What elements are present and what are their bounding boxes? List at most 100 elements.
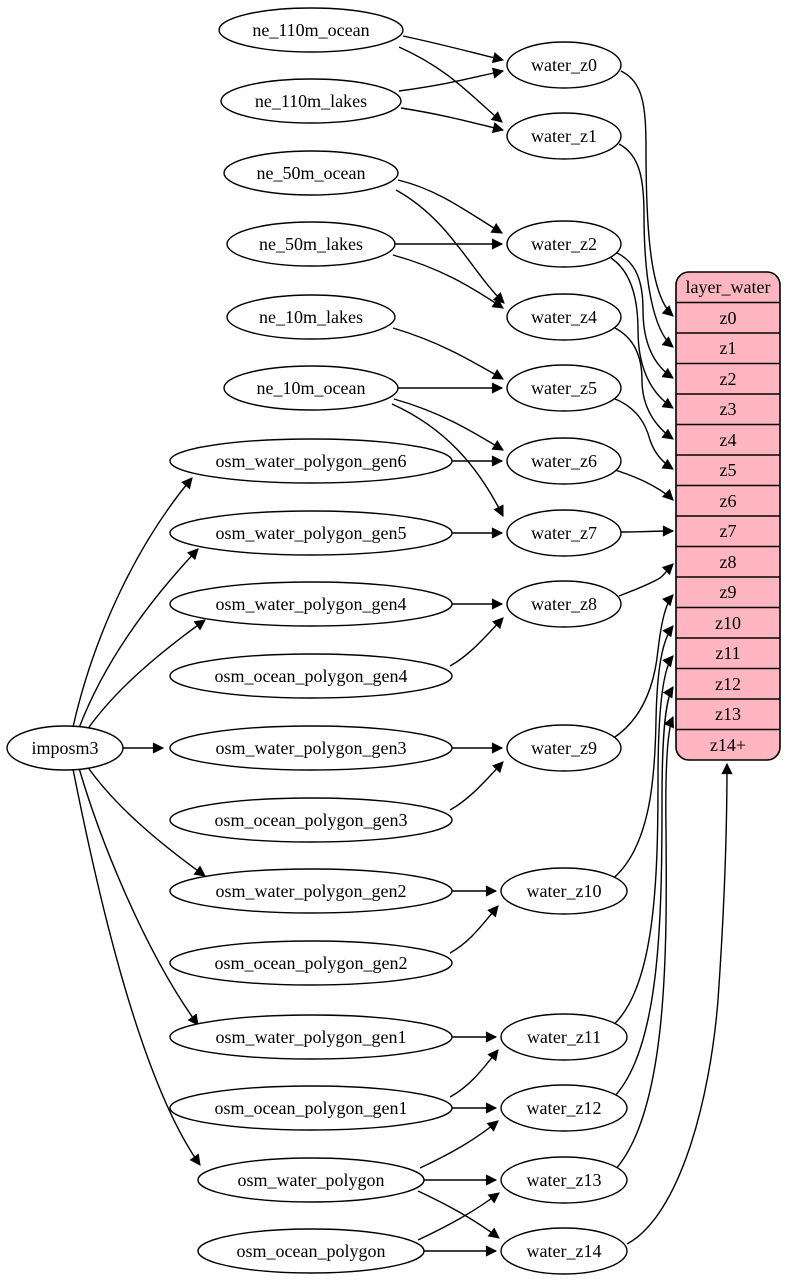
edge-ne_110m_lakes-to-water_z1 [400,107,505,134]
node-shape [223,150,399,196]
node-osm_ocean_polygon_gen4: osm_ocean_polygon_gen4 [169,653,453,699]
edge-osm_ocean_polygon_gen4-to-water_z8 [449,617,504,667]
node-water_z9: water_z9 [506,724,622,772]
node-label: imposm3 [31,738,98,758]
node-shape [169,581,453,627]
node-shape [500,1013,628,1061]
edge-water_z0-to-layer_water-z0 [620,70,674,317]
node-osm_water_polygon_gen1: osm_water_polygon_gen1 [169,1014,453,1060]
edge-water_z6-to-layer_water-z6 [614,469,674,501]
table-row-z3: z3 [720,399,737,419]
node-label: osm_water_polygon_gen1 [216,1027,407,1047]
node-ne_110m_ocean: ne_110m_ocean [218,7,404,53]
node-label: water_z13 [527,1170,602,1190]
node-shape [226,221,396,267]
node-osm_ocean_polygon_gen2: osm_ocean_polygon_gen2 [169,940,453,986]
table-row-z2: z2 [720,369,737,389]
node-water_z2: water_z2 [506,220,622,268]
edge-imposm3-to-osm_water_polygon_gen4 [86,619,206,731]
node-ne_110m_lakes: ne_110m_lakes [220,78,402,124]
table-title: layer_water [686,277,771,297]
edge-osm_water_polygon-to-water_z12 [419,1120,499,1169]
node-osm_water_polygon_gen5: osm_water_polygon_gen5 [169,510,453,556]
node-osm_water_polygon_gen6: osm_water_polygon_gen6 [169,438,453,484]
node-shape [6,725,124,771]
node-label: water_z4 [531,307,597,327]
node-shape [223,365,399,411]
node-water_z8: water_z8 [506,580,622,628]
edge-ne_10m_lakes-to-water_z5 [392,327,504,380]
edge-ne_110m_lakes-to-water_z0 [398,67,505,92]
node-label: ne_50m_lakes [259,234,363,254]
node-shape [169,1085,453,1131]
edge-osm_ocean_polygon-to-water_z13 [417,1192,500,1241]
node-shape [197,1228,425,1274]
node-shape [220,78,402,124]
node-label: water_z14 [527,1241,602,1261]
node-label: water_z9 [531,738,597,758]
edge-water_z14-to-layer_water-z14plus [626,762,733,1245]
table-row-z7: z7 [720,521,737,541]
node-water_z14: water_z14 [500,1227,628,1275]
node-water_z13: water_z13 [500,1156,628,1204]
node-shape [169,1014,453,1060]
edge-ne_10m_ocean-to-water_z7 [391,403,504,518]
node-label: water_z6 [531,451,597,471]
node-label: osm_ocean_polygon_gen4 [215,666,408,686]
node-osm_water_polygon: osm_water_polygon [197,1157,425,1203]
table-row-separators [676,301,780,731]
edge-imposm3-to-osm_water_polygon_gen1 [78,767,199,1026]
table-layer-water: layer_water z0 z1 z2 z3 z4 z5 z6 z7 z8 z… [675,271,781,761]
edge-water_z1-to-layer_water-z1 [618,143,674,348]
node-osm_water_polygon_gen4: osm_water_polygon_gen4 [169,581,453,627]
edge-imposm3-to-osm_water_polygon_gen2 [86,765,206,877]
node-shape [506,509,622,557]
node-water_z6: water_z6 [506,437,622,485]
node-osm_ocean_polygon: osm_ocean_polygon [197,1228,425,1274]
table-row-z9: z9 [720,582,737,602]
node-label: water_z1 [531,126,597,146]
node-water_z12: water_z12 [500,1084,628,1132]
node-shape [506,724,622,772]
node-label: water_z7 [531,523,597,543]
node-label: osm_water_polygon_gen4 [216,594,407,614]
edge-layer [72,35,733,1257]
node-shape [506,437,622,485]
node-shape [169,725,453,771]
edge-water_z4-to-layer_water-z4 [612,326,674,440]
edge-osm_ocean_polygon_gen3-to-water_z9 [449,761,504,811]
edge-water_z7-to-layer_water-z7 [620,525,675,537]
node-water_z11: water_z11 [500,1013,628,1061]
node-label: water_z5 [531,378,597,398]
edge-water_z5-to-layer_water-z5 [612,397,674,470]
node-shape [169,510,453,556]
node-osm_water_polygon_gen2: osm_water_polygon_gen2 [169,868,453,914]
node-shape [500,867,628,915]
node-label: ne_110m_lakes [255,91,367,111]
node-shape [226,294,396,340]
node-label: ne_110m_ocean [252,20,369,40]
table-row-z5: z5 [720,460,737,480]
edge-ne_110m_ocean-to-water_z1 [398,46,503,123]
node-label: water_z12 [527,1098,602,1118]
edge-water_z2-to-layer_water-z3 [610,257,674,409]
edge-ne_50m_lakes-to-water_z4 [392,254,504,309]
node-label: ne_50m_ocean [257,163,366,183]
node-label: osm_ocean_polygon_gen3 [215,810,408,830]
edge-ne_110m_ocean-to-water_z0 [402,35,505,64]
node-label: water_z2 [531,234,597,254]
node-shape [169,653,453,699]
edge-water_z12-to-layer_water-z12 [612,686,674,1099]
table-row-z8: z8 [720,552,737,572]
table-row-z4: z4 [720,430,737,450]
edge-water_z2-to-layer_water-z2 [614,251,674,379]
node-water_z5: water_z5 [506,364,622,412]
edge-water_z13-to-layer_water-z13 [614,715,674,1171]
node-shape [197,1157,425,1203]
node-water_z1: water_z1 [506,112,622,160]
node-label: water_z8 [531,594,597,614]
node-label: osm_ocean_polygon [237,1241,386,1261]
node-label: water_z10 [527,881,602,901]
table-row-z13: z13 [715,704,741,724]
